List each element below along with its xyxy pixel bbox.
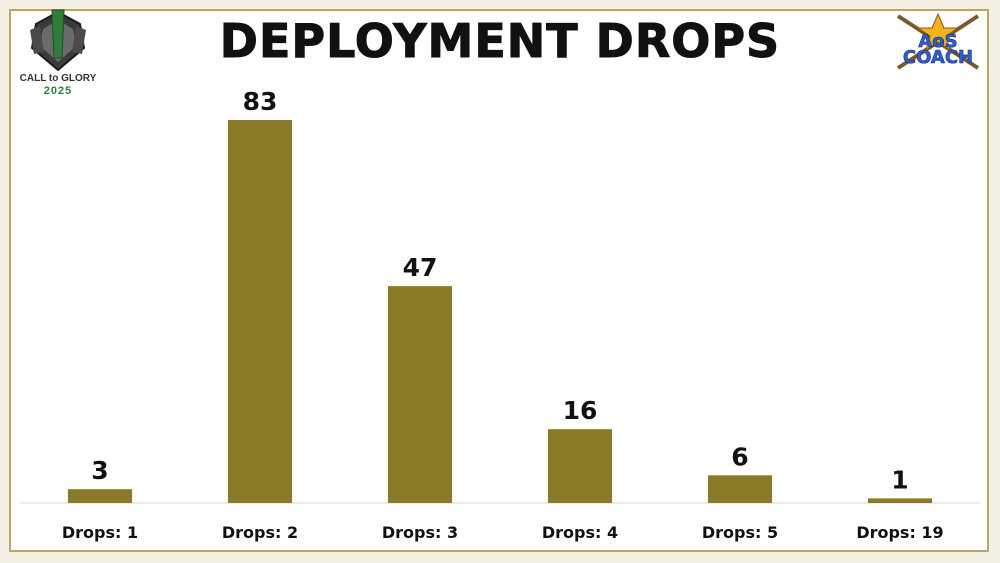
call-to-glory-logo: CALL to GLORY 2025 [10,8,106,100]
bar-value-label-6: 1 [891,465,908,494]
category-label-3: Drops: 3 [382,523,458,542]
logo-right-text: AoS COACH [898,31,978,68]
logo-right-line1: AoS [918,31,958,52]
bar-4 [548,429,612,503]
aos-coach-logo: AoS COACH [888,8,988,78]
category-labels-group: Drops: 1 Drops: 2 Drops: 3 Drops: 4 Drops: 5… [62,523,944,542]
bar-1 [68,489,132,503]
logo-left-year: 2025 [43,85,73,97]
logo-left-text: CALL to GLORY [19,73,97,84]
chart-title: DEPLOYMENT DROPS [219,14,781,69]
bar-2 [228,120,292,503]
bar-3 [388,286,452,503]
data-labels-group: 3 83 47 16 6 1 [91,87,908,494]
category-label-2: Drops: 2 [222,523,298,542]
bar-5 [708,475,772,503]
category-label-4: Drops: 4 [542,523,618,542]
bar-6 [868,498,932,503]
bar-value-label-4: 16 [563,396,598,425]
call-to-glory-emblem-icon [30,9,86,72]
logo-right-line2: COACH [902,47,974,68]
aos-coach-emblem-icon [896,12,980,70]
bars-group [68,120,932,503]
bar-value-label-3: 47 [403,253,438,282]
bar-value-label-2: 83 [243,87,278,116]
chart-frame [9,9,989,552]
bar-value-label-5: 6 [731,442,748,471]
category-label-1: Drops: 1 [62,523,138,542]
bar-value-label-1: 3 [91,456,108,485]
category-label-6: Drops: 19 [856,523,943,542]
category-label-5: Drops: 5 [702,523,778,542]
